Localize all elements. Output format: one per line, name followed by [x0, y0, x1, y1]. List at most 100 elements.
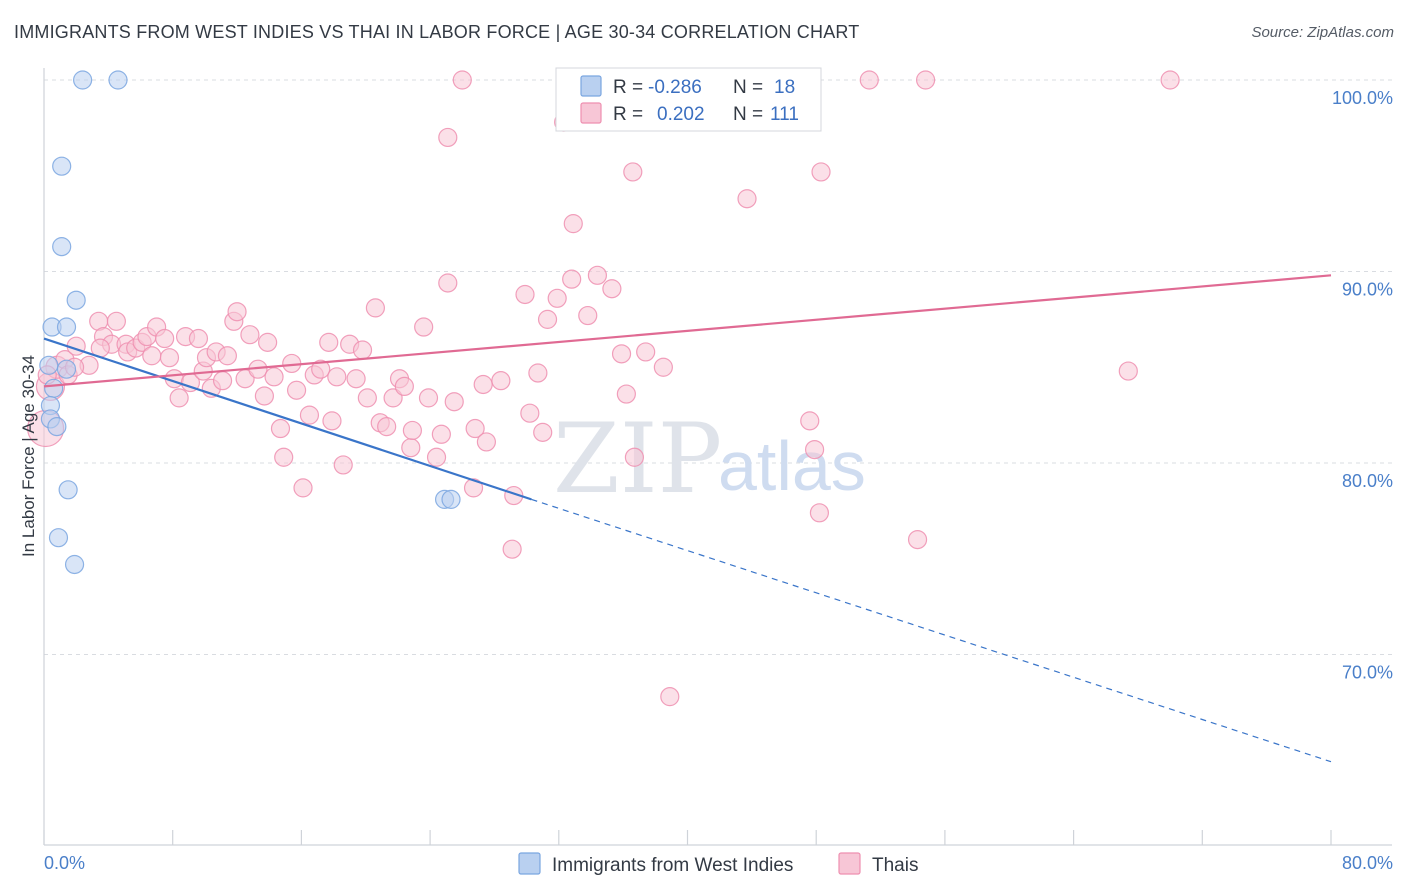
west-indies-point — [39, 355, 59, 375]
thais-point — [660, 687, 680, 707]
series-west-indies — [39, 70, 461, 575]
thais-point — [254, 386, 274, 406]
thais-point — [264, 367, 284, 387]
thais-point — [473, 374, 493, 395]
west-indies-point — [56, 359, 77, 379]
series-thais — [27, 70, 1180, 707]
legend-n-value-thais: 111 — [770, 104, 799, 125]
thais-point — [611, 344, 632, 364]
thais-point — [240, 325, 260, 345]
west-indies-trend-line — [43, 337, 532, 501]
grid-lines — [44, 79, 1392, 655]
thais-point — [491, 371, 511, 391]
thais-point — [859, 70, 879, 90]
series-legend-label-west-indies: Immigrants from West Indies — [552, 855, 793, 876]
thais-point — [142, 346, 162, 366]
thais-point — [322, 411, 342, 431]
series-legend-label-thais: Thais — [872, 855, 918, 876]
x-axis-ticks — [43, 830, 1332, 845]
thais-point — [907, 529, 928, 550]
legend-n-label-west-indies: N = — [733, 77, 763, 98]
trend-lines — [43, 274, 1332, 763]
thais-point — [346, 369, 366, 389]
legend-swatch-west-indies — [580, 75, 602, 97]
thais-point — [227, 302, 247, 322]
legend-n-label-thais: N = — [733, 104, 763, 125]
west-indies-point — [52, 156, 72, 176]
thais-point — [800, 411, 820, 431]
west-indies-point — [52, 237, 72, 257]
thais-point — [578, 305, 598, 326]
series-legend: Immigrants from West Indies Thais — [518, 852, 918, 876]
thais-point — [293, 478, 313, 498]
thais-point — [476, 432, 497, 452]
thais-point — [319, 332, 339, 352]
chart-title: IMMIGRANTS FROM WEST INDIES VS THAI IN L… — [14, 22, 860, 42]
y-tick-label: 90.0% — [1342, 280, 1393, 300]
thais-point — [452, 70, 472, 90]
thais-point — [520, 403, 540, 423]
thais-point — [616, 384, 636, 404]
west-indies-point — [48, 528, 69, 548]
thais-point — [418, 388, 439, 408]
legend-swatch-thais — [580, 102, 602, 124]
y-tick-label: 100.0% — [1332, 88, 1393, 108]
x-tick-label-max: 80.0% — [1342, 853, 1393, 873]
thais-point — [394, 376, 414, 396]
west-indies-point — [73, 70, 93, 90]
y-tick-label: 70.0% — [1342, 663, 1393, 683]
watermark-atlas: atlas — [718, 427, 866, 505]
thais-point — [809, 503, 830, 523]
thais-point — [636, 342, 656, 362]
thais-point — [402, 420, 423, 441]
west-indies-point — [44, 378, 64, 398]
thais-point — [624, 447, 645, 467]
west-indies-point — [108, 70, 128, 90]
west-indies-point — [47, 417, 67, 437]
thais-point — [438, 127, 458, 148]
thais-point — [915, 70, 936, 90]
thais-point — [1118, 361, 1138, 381]
thais-point — [286, 380, 307, 400]
thais-point — [414, 317, 434, 337]
thais-point — [212, 371, 233, 391]
y-axis-tick-labels: 70.0% 80.0% 90.0% 100.0% — [1332, 88, 1393, 683]
thais-point — [444, 392, 464, 412]
thais-point — [333, 455, 353, 475]
thais-point — [804, 439, 825, 460]
series-legend-swatch-west-indies — [518, 852, 541, 875]
west-indies-point — [441, 489, 461, 509]
thais-point — [299, 405, 320, 425]
correlation-legend: R = -0.286 N = 18 R = 0.202 N = 111 — [555, 67, 822, 132]
series-legend-swatch-thais — [838, 852, 861, 875]
west-indies-trend-extension — [531, 498, 1332, 763]
thais-point — [159, 348, 180, 368]
thais-point — [383, 388, 403, 408]
thais-point — [587, 265, 608, 285]
thais-point — [426, 447, 447, 467]
thais-point — [463, 478, 484, 498]
thais-point — [155, 328, 175, 349]
thais-point — [274, 447, 294, 467]
thais-point — [515, 284, 535, 305]
thais-point — [465, 418, 485, 439]
thais-point — [352, 340, 373, 360]
west-indies-point — [64, 554, 85, 575]
chart-source: Source: ZipAtlas.com — [1251, 24, 1394, 41]
thais-point — [188, 328, 209, 349]
thais-point — [438, 273, 458, 293]
thais-point — [811, 162, 831, 182]
thais-point — [169, 388, 189, 408]
thais-point — [270, 418, 291, 439]
thais-point — [311, 359, 331, 379]
thais-point — [357, 388, 377, 408]
thais-point — [106, 311, 126, 331]
thais-point — [547, 288, 567, 308]
thais-point — [502, 539, 522, 559]
y-tick-label: 80.0% — [1342, 471, 1393, 491]
thais-point — [602, 279, 622, 299]
thais-trend-line — [43, 274, 1332, 388]
thais-point — [562, 269, 582, 289]
x-tick-label-min: 0.0% — [44, 853, 85, 873]
